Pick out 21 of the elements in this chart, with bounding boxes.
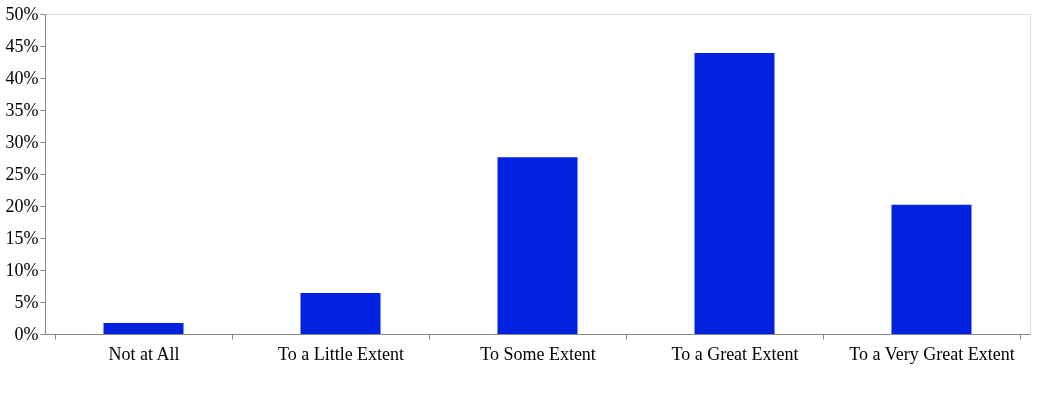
bar: [497, 157, 578, 334]
bar: [103, 323, 184, 334]
y-tick-label: 35%: [5, 99, 39, 120]
y-tick-label: 30%: [5, 131, 39, 152]
y-tick-label: 0%: [14, 323, 39, 344]
x-tick-label: Not at All: [108, 343, 180, 364]
x-tick-label: To a Great Extent: [671, 343, 799, 364]
x-tick-label: To a Very Great Extent: [849, 343, 1015, 364]
y-tick-label: 5%: [14, 291, 39, 312]
bar: [891, 204, 972, 334]
bar: [694, 53, 775, 334]
y-tick-label: 45%: [5, 35, 39, 56]
y-tick-label: 50%: [5, 3, 39, 24]
y-tick-label: 15%: [5, 227, 39, 248]
y-tick-label: 25%: [5, 163, 39, 184]
y-tick-label: 40%: [5, 67, 39, 88]
bar: [300, 293, 381, 334]
x-tick-label: To a Little Extent: [277, 343, 405, 364]
y-tick-label: 10%: [5, 259, 39, 280]
x-tick-label: To Some Extent: [480, 343, 596, 364]
y-tick-label: 20%: [5, 195, 39, 216]
